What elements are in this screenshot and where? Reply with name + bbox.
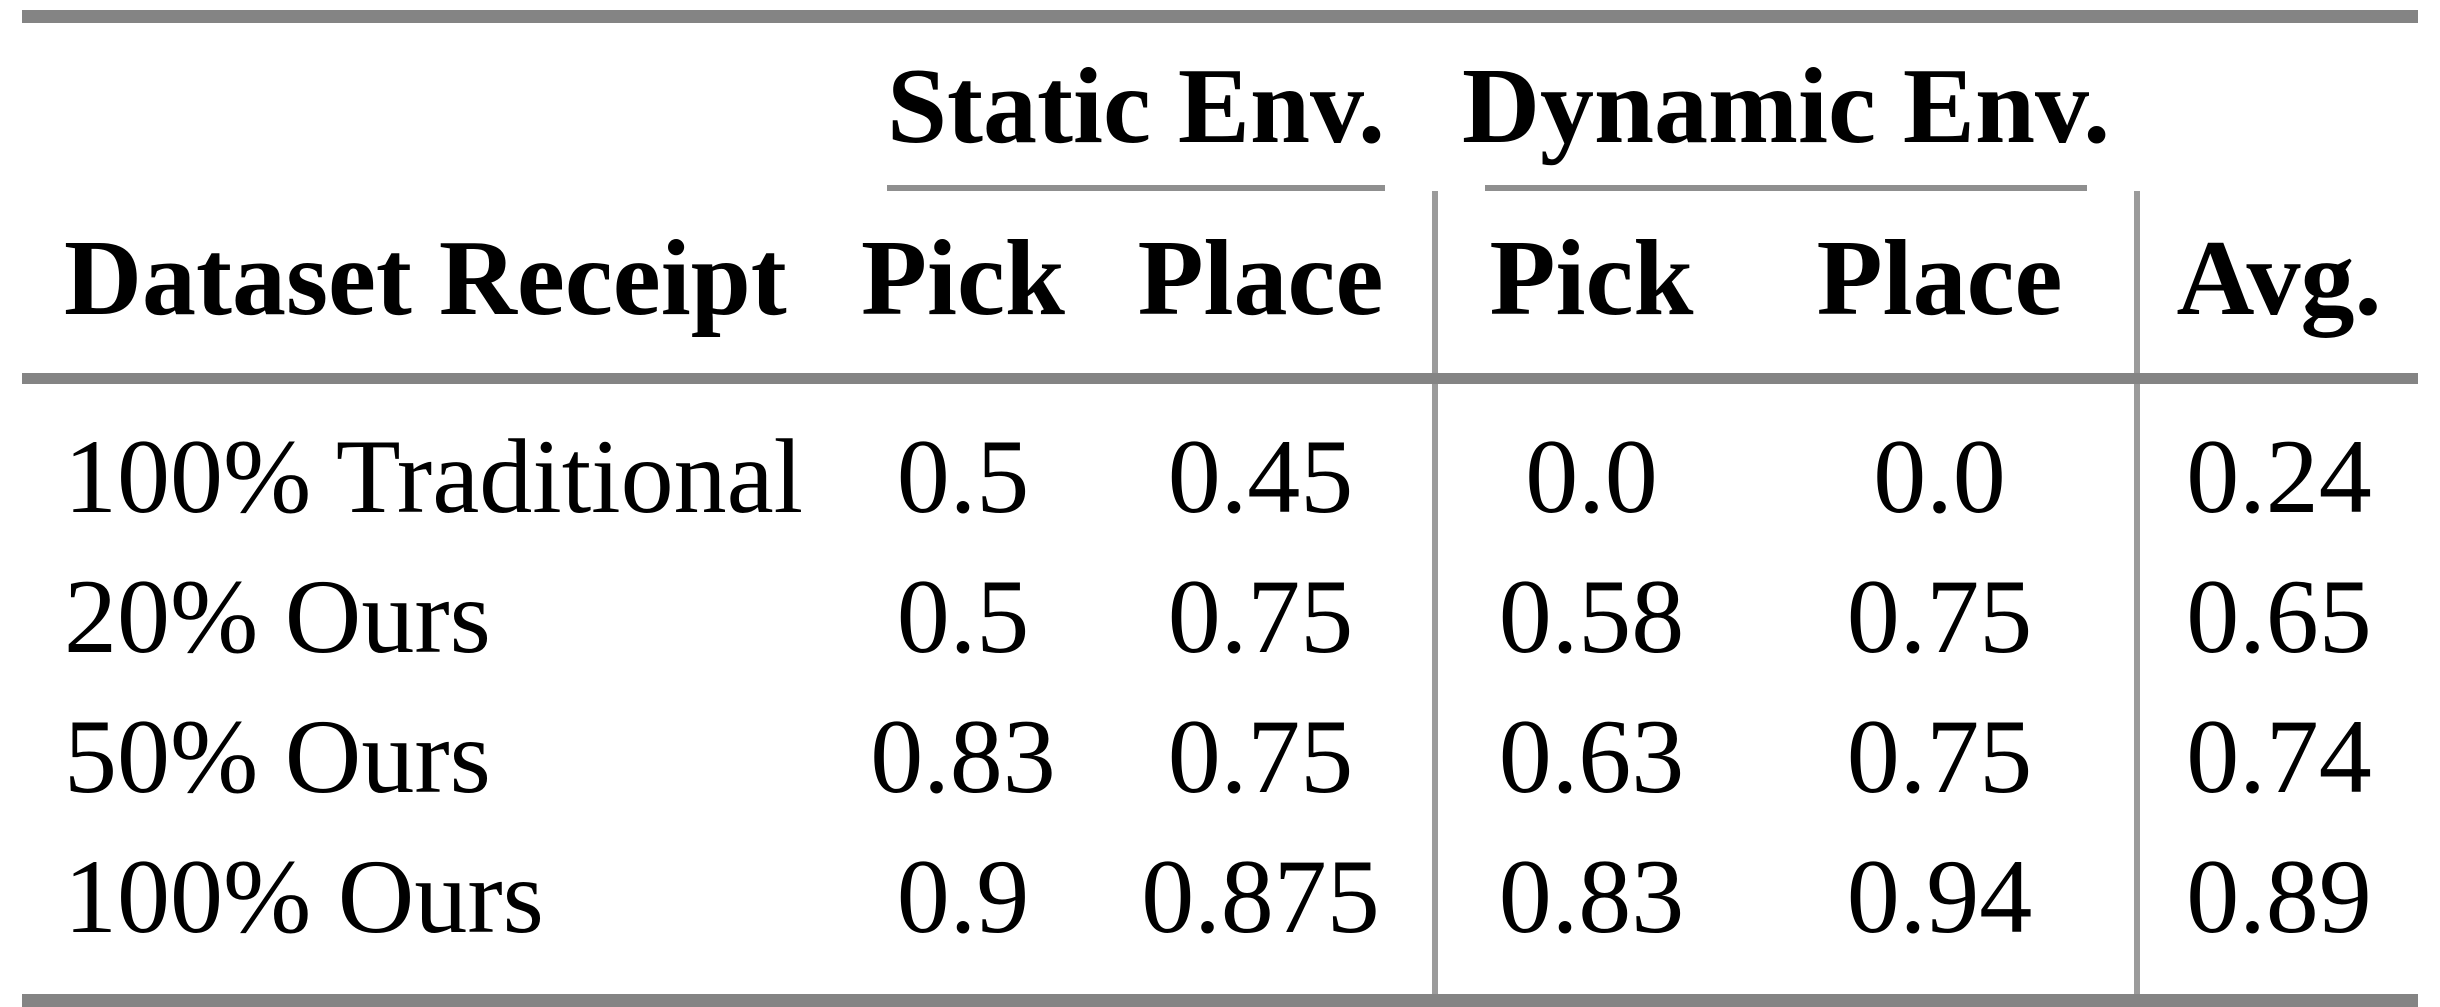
table-body: 100% Traditional 0.5 0.45 0.0 0.0 0.24 2… <box>22 378 2419 1001</box>
group-header-row: Static Env. Dynamic Env. <box>22 17 2418 186</box>
row-label: 50% Ours <box>64 698 491 815</box>
table-row: 100% Ours 0.9 0.875 0.83 0.94 0.89 <box>22 826 2419 1001</box>
table-header: Static Env. Dynamic Env. Dataset Receipt… <box>22 17 2419 384</box>
cell-static-place: 0.875 <box>1141 838 1380 955</box>
cell-avg: 0.74 <box>2134 686 2419 826</box>
row-label: 100% Traditional <box>64 418 804 535</box>
cmidrule-dynamic <box>1485 185 2088 191</box>
cell-static-pick: 0.5 <box>896 418 1030 535</box>
results-table: Static Env. Dynamic Env. Dataset Receipt… <box>22 10 2419 1007</box>
group-header-static-env: Static Env. <box>886 47 1386 166</box>
cell-static-pick: 0.9 <box>896 838 1030 955</box>
group-header-spacer <box>2137 17 2418 186</box>
column-header-static-place: Place <box>1089 191 1436 384</box>
table-row: 50% Ours 0.83 0.75 0.63 0.75 0.74 <box>22 686 2419 826</box>
cell-static-place: 0.75 <box>1167 558 1354 675</box>
cell-static-place: 0.75 <box>1167 698 1354 815</box>
row-label: 20% Ours <box>64 558 491 675</box>
cell-dynamic-place: 0.94 <box>1846 838 2033 955</box>
column-header-dynamic-pick: Pick <box>1432 191 1746 384</box>
cell-static-place: 0.45 <box>1167 418 1354 535</box>
cmidrule-dynamic-cell <box>1435 185 2137 191</box>
cell-dynamic-pick: 0.63 <box>1432 686 1746 826</box>
cell-dynamic-place: 0.75 <box>1846 698 2033 815</box>
cmidrule-static-cell <box>837 185 1435 191</box>
group-header-dynamic-env: Dynamic Env. <box>1461 47 2111 166</box>
column-header-row: Dataset Receipt Pick Place Pick Place Av… <box>22 191 2419 384</box>
cell-avg: 0.65 <box>2134 546 2419 686</box>
table-row: 20% Ours 0.5 0.75 0.58 0.75 0.65 <box>22 546 2419 686</box>
cell-dynamic-place: 0.75 <box>1846 558 2033 675</box>
group-header-spacer <box>22 17 837 186</box>
row-label: 100% Ours <box>64 838 544 955</box>
cell-dynamic-pick: 0.0 <box>1432 378 1746 546</box>
cell-static-pick: 0.5 <box>896 558 1030 675</box>
column-header-dataset-receipt: Dataset Receipt <box>22 191 837 384</box>
cell-static-pick: 0.83 <box>870 698 1056 815</box>
column-header-dynamic-place: Place <box>1745 191 2138 384</box>
column-header-static-pick: Pick <box>837 191 1089 384</box>
cell-avg: 0.24 <box>2134 378 2419 546</box>
cell-dynamic-pick: 0.83 <box>1432 826 1746 1001</box>
cell-dynamic-place: 0.0 <box>1873 418 2006 535</box>
cmidrule-static <box>887 185 1386 191</box>
table-row: 100% Traditional 0.5 0.45 0.0 0.0 0.24 <box>22 378 2419 546</box>
cmidrule-row <box>22 185 2418 191</box>
cell-dynamic-pick: 0.58 <box>1432 546 1746 686</box>
column-header-avg: Avg. <box>2134 191 2419 384</box>
cell-avg: 0.89 <box>2134 826 2419 1001</box>
